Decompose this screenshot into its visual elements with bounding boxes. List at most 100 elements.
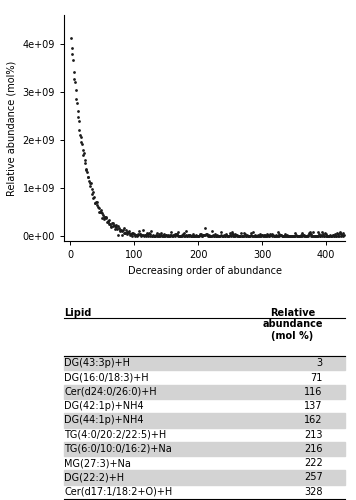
Point — [168, 228, 174, 236]
Point — [208, 232, 213, 240]
Point — [166, 232, 171, 240]
Point — [93, 200, 98, 207]
Bar — [64, 414, 345, 428]
Point — [181, 232, 187, 240]
Point — [186, 232, 192, 240]
Point — [201, 231, 207, 239]
Point — [227, 228, 232, 236]
Point — [111, 220, 117, 228]
Point — [71, 68, 77, 76]
Point — [131, 230, 137, 238]
Point — [290, 232, 296, 240]
Point — [313, 232, 319, 240]
Point — [99, 209, 105, 217]
Point — [128, 230, 134, 238]
Point — [125, 228, 131, 235]
Point — [274, 232, 280, 240]
Point — [189, 232, 195, 240]
Point — [134, 231, 139, 239]
Point — [70, 56, 76, 64]
Point — [82, 156, 87, 164]
Point — [102, 213, 108, 221]
Point — [257, 232, 262, 240]
Point — [153, 231, 159, 239]
Point — [196, 232, 202, 239]
Point — [169, 231, 174, 239]
Point — [136, 226, 142, 234]
Point — [146, 232, 151, 240]
Point — [248, 229, 254, 237]
Point — [297, 232, 302, 240]
Point — [307, 228, 313, 236]
Point — [313, 232, 318, 240]
Point — [268, 230, 273, 238]
Point — [291, 232, 297, 240]
Point — [77, 130, 83, 138]
Point — [302, 232, 308, 240]
Point — [193, 232, 199, 239]
Point — [179, 232, 184, 239]
Point — [316, 228, 321, 236]
Point — [222, 232, 228, 240]
Point — [286, 232, 291, 240]
Point — [174, 230, 180, 238]
Point — [333, 232, 339, 239]
Text: Lipid: Lipid — [64, 308, 91, 318]
Point — [264, 230, 269, 237]
Point — [157, 232, 163, 240]
Point — [197, 230, 203, 238]
Point — [173, 230, 179, 238]
Point — [215, 231, 220, 239]
Point — [75, 112, 81, 120]
Point — [141, 226, 146, 234]
Point — [125, 230, 130, 237]
Point — [270, 231, 276, 239]
Point — [142, 230, 147, 238]
Point — [220, 232, 225, 240]
Point — [122, 229, 128, 237]
Point — [306, 230, 312, 237]
Point — [176, 232, 182, 240]
Point — [84, 166, 89, 174]
Point — [185, 231, 191, 239]
Point — [307, 230, 312, 238]
Point — [138, 231, 143, 239]
Point — [265, 231, 271, 239]
Point — [198, 230, 204, 238]
Point — [293, 229, 298, 237]
Point — [154, 232, 159, 240]
Text: 137: 137 — [304, 401, 323, 411]
Point — [130, 229, 135, 237]
Point — [305, 231, 311, 239]
Point — [132, 232, 138, 240]
Point — [104, 218, 110, 226]
Bar — [64, 470, 345, 484]
Point — [170, 231, 176, 239]
Point — [278, 231, 284, 239]
Point — [172, 230, 178, 237]
Point — [280, 232, 286, 240]
Point — [209, 228, 215, 235]
Point — [171, 232, 176, 240]
Point — [315, 232, 321, 239]
Point — [231, 232, 237, 240]
Point — [298, 232, 303, 240]
Point — [213, 232, 219, 240]
Point — [316, 230, 322, 238]
Point — [108, 222, 114, 230]
Point — [277, 230, 282, 238]
Point — [298, 231, 304, 239]
Point — [252, 231, 257, 239]
Point — [137, 230, 143, 238]
Text: 216: 216 — [304, 444, 323, 454]
Point — [254, 232, 260, 240]
Text: DG(44:1p)+NH4: DG(44:1p)+NH4 — [64, 416, 143, 426]
Point — [266, 232, 272, 240]
Point — [321, 232, 327, 240]
Point — [185, 232, 190, 240]
Point — [137, 230, 142, 238]
Point — [226, 232, 232, 240]
Point — [203, 230, 209, 238]
Point — [95, 202, 101, 210]
Point — [123, 226, 129, 234]
